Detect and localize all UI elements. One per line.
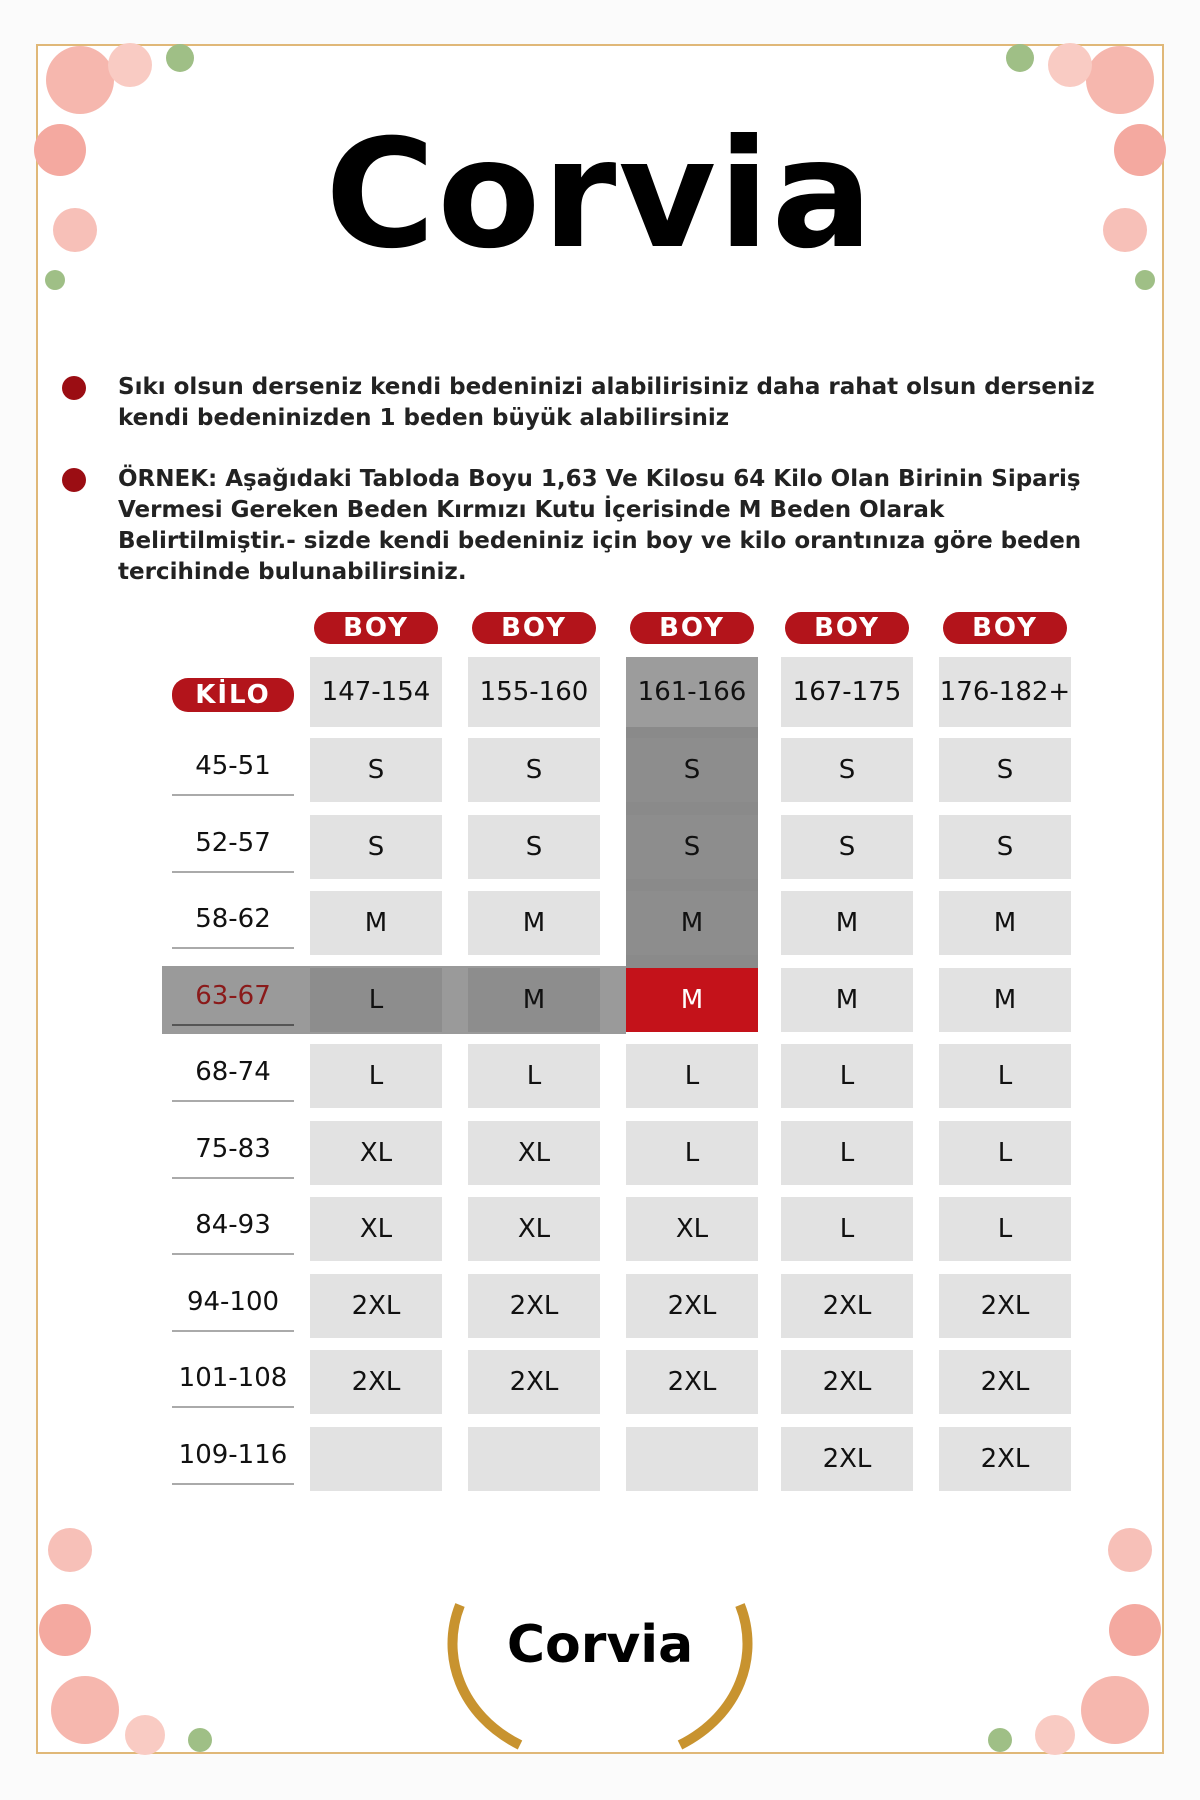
- size-cell: L: [468, 1044, 600, 1108]
- height-range: 161-166: [626, 657, 758, 727]
- size-cell: S: [310, 738, 442, 802]
- size-cell: L: [939, 1044, 1071, 1108]
- size-cell: [310, 1426, 442, 1491]
- size-cell: M: [626, 891, 758, 955]
- size-cell: 2XL: [781, 1350, 913, 1414]
- height-range: 167-175: [781, 657, 913, 727]
- size-cell: L: [310, 1044, 442, 1108]
- laurel: [447, 1603, 753, 1750]
- size-cell: S: [781, 814, 913, 879]
- size-cell: S: [626, 814, 758, 879]
- size-cell: S: [468, 814, 600, 879]
- size-cell: 2XL: [781, 1273, 913, 1338]
- size-cell: S: [939, 738, 1071, 802]
- size-cell: 2XL: [781, 1426, 913, 1491]
- size-cell: L: [781, 1197, 913, 1261]
- size-cell: 2XL: [310, 1350, 442, 1414]
- flower-decor: [988, 1528, 1161, 1755]
- size-cell: [468, 1426, 600, 1491]
- size-cell: 2XL: [939, 1350, 1071, 1414]
- size-cell: [626, 1426, 758, 1491]
- size-cell: M: [939, 967, 1071, 1032]
- size-cell: M: [781, 891, 913, 955]
- size-cell: XL: [626, 1197, 758, 1261]
- height-range: 155-160: [468, 657, 600, 727]
- size-cell: 2XL: [939, 1273, 1071, 1338]
- weight-range: 58-62: [172, 891, 294, 949]
- flower-decor: [34, 43, 194, 290]
- column-label: BOY: [314, 612, 438, 644]
- brand-title: Corvia: [325, 108, 875, 282]
- size-cell: XL: [468, 1120, 600, 1185]
- size-cell: 2XL: [310, 1273, 442, 1338]
- size-cell: S: [468, 738, 600, 802]
- size-cell: M: [781, 967, 913, 1032]
- footer-brand: Corvia: [506, 1615, 694, 1675]
- size-cell: L: [939, 1120, 1071, 1185]
- weight-range: 75-83: [172, 1121, 294, 1179]
- size-cell: XL: [468, 1197, 600, 1261]
- size-cell: L: [310, 967, 442, 1032]
- size-cell: 2XL: [626, 1350, 758, 1414]
- column-label: BOY: [785, 612, 909, 644]
- weight-range: 68-74: [172, 1044, 294, 1102]
- size-cell: XL: [310, 1120, 442, 1185]
- size-cell: L: [626, 1120, 758, 1185]
- weight-range: 101-108: [172, 1350, 294, 1408]
- flower-decor: [39, 1528, 212, 1755]
- size-cell: 2XL: [468, 1350, 600, 1414]
- weight-range: 109-116: [172, 1427, 294, 1485]
- size-cell: 2XL: [939, 1426, 1071, 1491]
- size-cell: 2XL: [468, 1273, 600, 1338]
- height-range: 147-154: [310, 657, 442, 727]
- weight-range: 52-57: [172, 815, 294, 873]
- size-cell: L: [626, 1044, 758, 1108]
- size-cell: M: [310, 891, 442, 955]
- size-cell: S: [939, 814, 1071, 879]
- size-cell: M: [626, 967, 758, 1032]
- column-label: BOY: [472, 612, 596, 644]
- size-cell: M: [468, 967, 600, 1032]
- size-cell: XL: [310, 1197, 442, 1261]
- column-label: BOY: [630, 612, 754, 644]
- size-cell: L: [781, 1120, 913, 1185]
- weight-range: 84-93: [172, 1197, 294, 1255]
- weight-range: 45-51: [172, 738, 294, 796]
- size-cell: L: [939, 1197, 1071, 1261]
- size-cell: M: [468, 891, 600, 955]
- height-range: 176-182+: [939, 657, 1071, 727]
- size-cell: 2XL: [626, 1273, 758, 1338]
- size-cell: S: [310, 814, 442, 879]
- row-label: KİLO: [172, 678, 294, 712]
- weight-range: 63-67: [172, 968, 294, 1026]
- column-label: BOY: [943, 612, 1067, 644]
- size-cell: L: [781, 1044, 913, 1108]
- note: Sıkı olsun derseniz kendi bedeninizi ala…: [118, 374, 1095, 431]
- size-cell: M: [939, 891, 1071, 955]
- size-cell: S: [626, 738, 758, 802]
- bullet: [62, 376, 86, 400]
- flower-decor: [1006, 43, 1166, 290]
- note: ÖRNEK: Aşağıdaki Tabloda Boyu 1,63 Ve Ki…: [118, 466, 1082, 585]
- size-cell: S: [781, 738, 913, 802]
- weight-range: 94-100: [172, 1274, 294, 1332]
- bullet: [62, 468, 86, 492]
